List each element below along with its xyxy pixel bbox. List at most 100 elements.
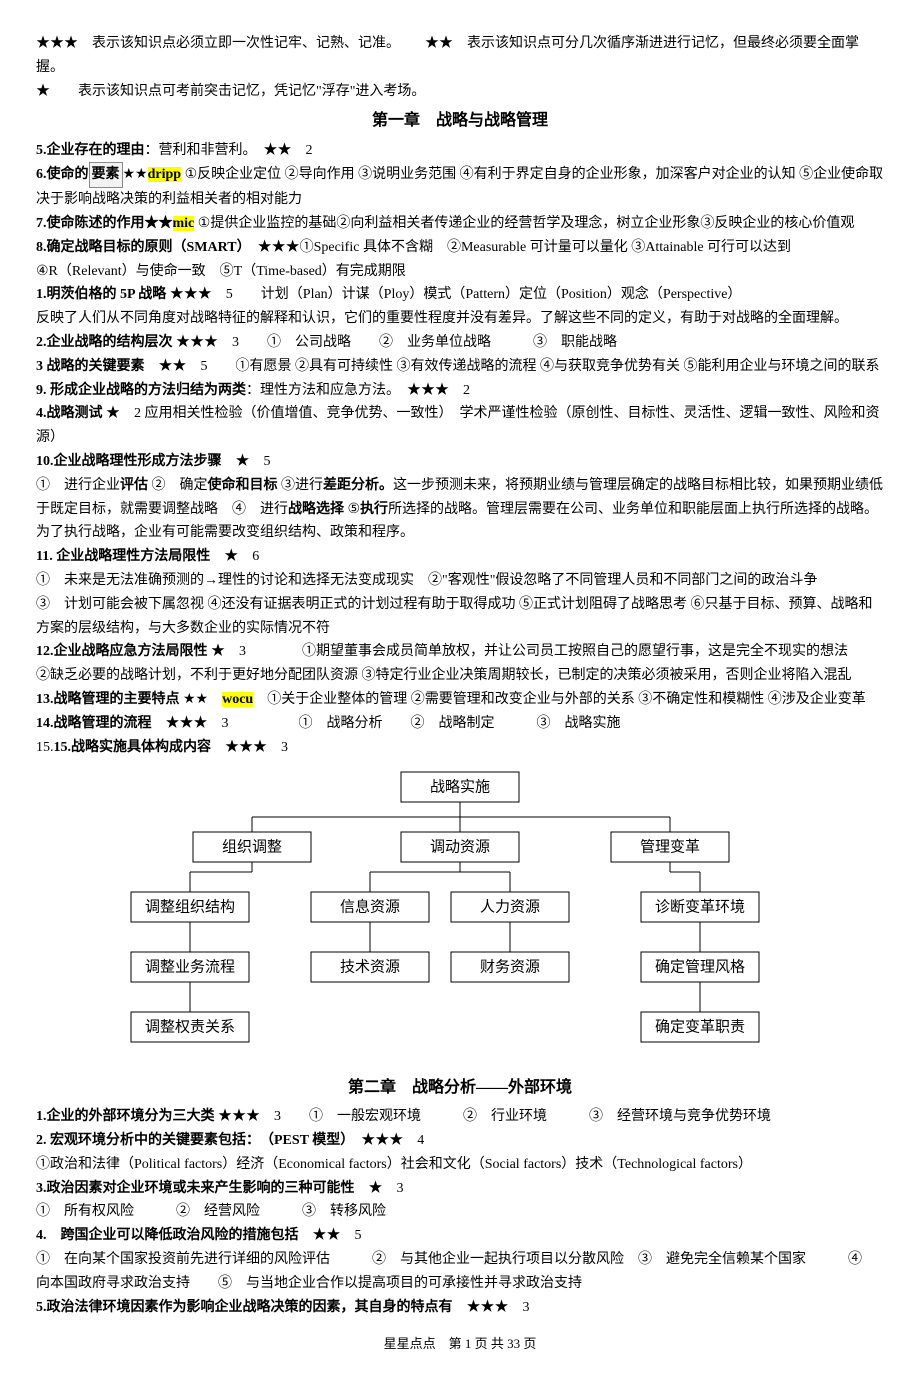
item-6-stars: ★★ [123,167,148,182]
page-footer: 星星点点 第 1 页 共 33 页 [36,1333,884,1355]
svg-text:调整权责关系: 调整权责关系 [145,1019,235,1036]
item-3-text: ★★ 5 ①有愿景 ②具有可持续性 ③有效传递战略的流程 ④与获取竞争优势有关 … [145,359,880,374]
t: ② 确定 [148,478,208,493]
svg-text:调动资源: 调动资源 [430,839,490,856]
item-9-label: 9. 形成企业战略的方法归结为两类 [36,383,246,398]
ch2-item-2: 2. 宏观环境分析中的关键要素包括： （PEST 模型） ★★★ 4 [36,1129,884,1153]
item-11-body2: ③ 计划可能会被下属忽视 ④还没有证据表明正式的计划过程有助于取得成功 ⑤正式计… [36,593,884,641]
item-7-highlight: mic [173,216,195,231]
item-10: 10.企业战略理性形成方法步骤 ★ 5 [36,450,884,474]
item-15-text: ★★★ 3 [211,740,288,755]
item-8: 8.确定战略目标的原则（SMART） ★★★①Specific 具体不含糊 ②M… [36,236,884,260]
ch2-item-5: 5.政治法律环境因素作为影响企业战略决策的因素，其自身的特点有 ★★★ 3 [36,1296,884,1320]
svg-text:组织调整: 组织调整 [222,839,282,856]
item-14-text: ★★★ 3 ① 战略分析 ② 战略制定 ③ 战略实施 [152,716,621,731]
item-12-text1: ★ 3 ①期望董事会成员简单放权，并让公司员工按照自己的愿望行事，这是完全不现实… [208,644,849,659]
item-11-label: 11. 企业战略理性方法局限性 [36,549,210,564]
item-13-label: 13.战略管理的主要特点 [36,692,180,707]
svg-text:调整业务流程: 调整业务流程 [145,959,235,976]
item-4: 4.战略测试 ★ 2 应用相关性检验（价值增值、竞争优势、一致性） 学术严谨性检… [36,402,884,450]
ch2-item-4: 4. 跨国企业可以降低政治风险的措施包括 ★★ 5 [36,1224,884,1248]
t: 评估 [120,478,148,493]
t: 执行 [360,502,388,517]
item-4-label: 4.战略测试 [36,406,103,421]
item-8-cont: ④R（Relevant）与使命一致 ⑤T（Time-based）有完成期限 [36,260,884,284]
item-13-text: ①关于企业整体的管理 ②需要管理和改变企业与外部的关系 ③不确定性和模糊性 ④涉… [253,692,866,707]
svg-text:技术资源: 技术资源 [340,959,400,976]
item-13-stars: ★★ [180,692,223,707]
item-12-cont: ②缺乏必要的战略计划，不利于更好地分配团队资源 ③特定行业企业决策周期较长，已制… [36,664,884,688]
item-12-label: 12.企业战略应急方法局限性 [36,644,208,659]
item-7: 7.使命陈述的作用★★mic ①提供企业监控的基础②向利益相关者传递企业的经营哲… [36,212,884,236]
item-5-label: 5.企业存在的理由 [36,143,145,158]
item-2-label: 2.企业战略的结构层次 [36,335,173,350]
item-15-label: 15.15.战略实施具体构成内容 [36,740,211,755]
t: 15.战略实施具体构成内容 [54,740,212,755]
item-1-text1: ★★★ 5 计划（Plan）计谋（Ploy）模式（Pattern）定位（Posi… [166,287,741,302]
item-10-body: ① 进行企业评估 ② 确定使命和目标 ③进行差距分析。这一步预测未来，将预期业绩… [36,474,884,545]
ch2-item-4-label: 4. 跨国企业可以降低政治风险的措施包括 [36,1228,299,1243]
t: ③进行 [278,478,324,493]
item-6-box: 要素 [89,162,123,188]
item-10-text: ★ 5 [222,454,271,469]
svg-text:信息资源: 信息资源 [340,899,400,916]
ch2-item-1-label: 1.企业的外部环境分为三大类 [36,1109,215,1124]
item-11-text: ★ 6 [210,549,259,564]
item-6-highlight: dripp [148,167,181,182]
item-7-text: ①提供企业监控的基础②向利益相关者传递企业的经营哲学及理念，树立企业形象③反映企… [198,216,855,231]
item-11: 11. 企业战略理性方法局限性 ★ 6 [36,545,884,569]
item-6: 6.使命的要素★★dripp ①反映企业定位 ②导向作用 ③说明业务范围 ④有利… [36,162,884,212]
ch2-item-3-text: ★ 3 [355,1181,404,1196]
item-12: 12.企业战略应急方法局限性 ★ 3 ①期望董事会成员简单放权，并让公司员工按照… [36,640,884,664]
item-5-text: ：营利和非营利。 ★★ 2 [145,143,313,158]
chapter-2-title: 第二章 战略分析——外部环境 [36,1074,884,1101]
chapter-1-title: 第一章 战略与战略管理 [36,107,884,134]
ch2-item-2-text: ★★★ 4 [347,1133,424,1148]
svg-text:人力资源: 人力资源 [480,899,540,916]
item-3-label: 3 战略的关键要素 [36,359,145,374]
item-2-text: ★★★ 3 ① 公司战略 ② 业务单位战略 ③ 职能战略 [173,335,618,350]
ch2-item-1: 1.企业的外部环境分为三大类 ★★★ 3 ① 一般宏观环境 ② 行业环境 ③ 经… [36,1105,884,1129]
legend-line-1: ★★★ 表示该知识点必须立即一次性记牢、记熟、记准。 ★★ 表示该知识点可分几次… [36,32,884,80]
item-14: 14.战略管理的流程 ★★★ 3 ① 战略分析 ② 战略制定 ③ 战略实施 [36,712,884,736]
item-8-text1: ★★★①Specific 具体不含糊 ②Measurable 可计量可以量化 ③… [244,240,791,255]
strategy-implementation-diagram: 战略实施组织调整 调动资源 管理变革调整组织结构调整业务流程调整权责关系 信息资源技术… [36,769,884,1068]
ch2-item-4-text: ★★ 5 [299,1228,362,1243]
ch2-item-2-label: 2. 宏观环境分析中的关键要素包括： （PEST 模型） [36,1133,347,1148]
svg-text:确定管理风格: 确定管理风格 [655,959,745,976]
item-13-highlight: wocu [222,692,253,707]
t: ⑤ [344,502,360,517]
t: ① 进行企业 [36,478,120,493]
svg-text:财务资源: 财务资源 [480,959,540,976]
svg-text:确定变革职责: 确定变革职责 [655,1019,745,1036]
item-1-cont: 反映了人们从不同角度对战略特征的解释和认识，它们的重要性程度并没有差异。了解这些… [36,307,884,331]
t: 使命和目标 [208,478,278,493]
item-2: 2.企业战略的结构层次 ★★★ 3 ① 公司战略 ② 业务单位战略 ③ 职能战略 [36,331,884,355]
ch2-item-3: 3.政治因素对企业环境或未来产生影响的三种可能性 ★ 3 [36,1177,884,1201]
item-13: 13.战略管理的主要特点 ★★ wocu ①关于企业整体的管理 ②需要管理和改变… [36,688,884,712]
diagram-svg: 战略实施组织调整 调动资源 管理变革调整组织结构调整业务流程调整权责关系 信息资源技术… [80,769,840,1059]
item-4-text: ★ 2 应用相关性检验（价值增值、竞争优势、一致性） 学术严谨性检验（原创性、目… [36,406,880,445]
t: 战略选择 [288,502,344,517]
svg-text:管理变革: 管理变革 [640,839,700,856]
item-6-label: 6.使命的 [36,167,89,182]
item-5: 5.企业存在的理由：营利和非营利。 ★★ 2 [36,139,884,163]
item-3: 3 战略的关键要素 ★★ 5 ①有愿景 ②具有可持续性 ③有效传递战略的流程 ④… [36,355,884,379]
svg-text:调整组织结构: 调整组织结构 [145,899,235,916]
legend-line-2: ★ 表示该知识点可考前突击记忆，凭记忆"浮存"进入考场。 [36,80,884,104]
legend-1a: ★★★ 表示该知识点必须立即一次性记牢、记熟、记准。 [36,36,400,51]
ch2-item-4-body: ① 在向某个国家投资前先进行详细的风险评估 ② 与其他企业一起执行项目以分散风险… [36,1248,884,1296]
item-1-label: 1.明茨伯格的 5P 战略 [36,287,166,302]
ch2-item-1-text: ★★★ 3 ① 一般宏观环境 ② 行业环境 ③ 经营环境与竞争优势环境 [215,1109,772,1124]
item-10-label: 10.企业战略理性形成方法步骤 [36,454,222,469]
t: 差距分析。 [323,478,393,493]
svg-text:诊断变革环境: 诊断变革环境 [655,898,745,916]
ch2-item-2-body: ①政治和法律（Political factors）经济（Economical f… [36,1153,884,1177]
svg-text:战略实施: 战略实施 [430,779,490,796]
item-7-label: 7.使命陈述的作用★★ [36,216,173,231]
item-14-label: 14.战略管理的流程 [36,716,152,731]
item-9: 9. 形成企业战略的方法归结为两类：理性方法和应急方法。 ★★★ 2 [36,379,884,403]
item-8-label: 8.确定战略目标的原则（SMART） [36,240,244,255]
item-11-body1: ① 未来是无法准确预测的→理性的讨论和选择无法变成现实 ②"客观性"假设忽略了不… [36,569,884,593]
ch2-item-3-label: 3.政治因素对企业环境或未来产生影响的三种可能性 [36,1181,355,1196]
